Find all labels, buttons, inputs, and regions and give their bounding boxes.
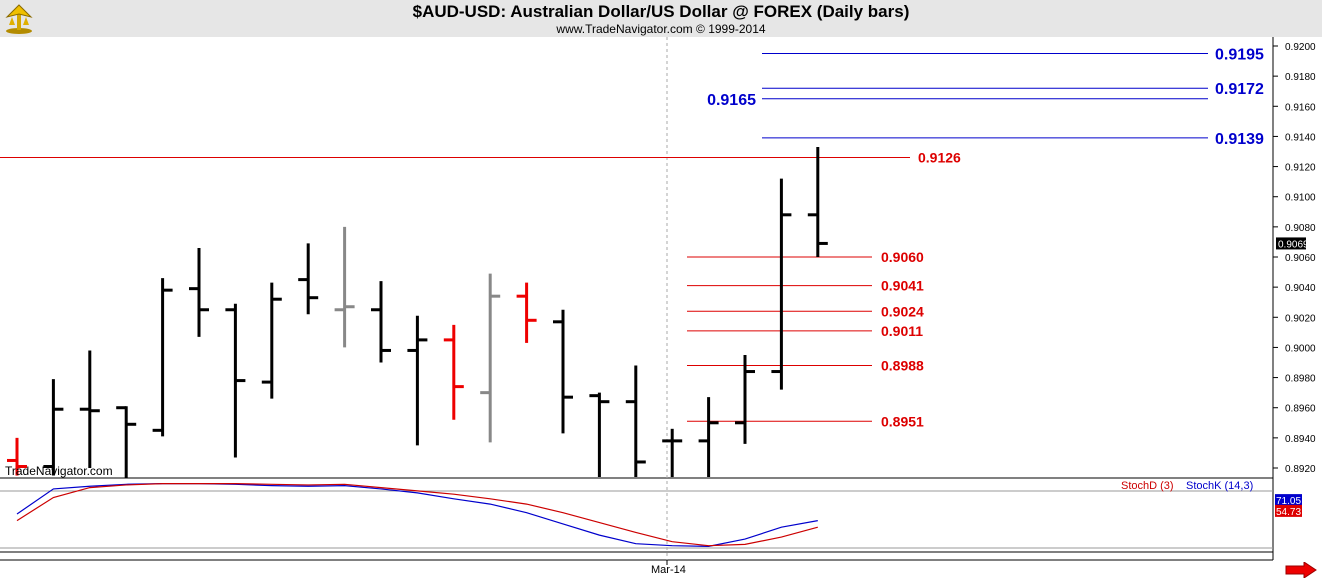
ohlc-bar <box>698 397 719 478</box>
ohlc-bar <box>371 281 391 363</box>
logo-icon <box>5 4 33 34</box>
ohlc-bar <box>152 278 173 437</box>
red-level-label: 0.8988 <box>881 358 924 374</box>
ohlc-bar <box>735 354 755 444</box>
ohlc-bar <box>189 247 209 337</box>
stoch-d-value: 54.73 <box>1276 507 1301 518</box>
watermark-text: TradeNavigator.com <box>5 464 113 478</box>
stochd-legend: StochD (3) <box>1121 480 1174 492</box>
y-tick-label: 0.9160 <box>1285 102 1316 113</box>
y-tick-label: 0.9180 <box>1285 72 1316 83</box>
ohlc-bar <box>261 282 282 399</box>
blue-level-label: 0.9139 <box>1215 131 1264 148</box>
ohlc-bar <box>480 273 501 443</box>
ohlc-bar <box>443 324 464 420</box>
ohlc-bar <box>589 392 610 478</box>
red-level-label: 0.9041 <box>881 278 924 294</box>
ohlc-bar <box>116 406 137 478</box>
ohlc-bar <box>43 379 64 476</box>
ohlc-bar <box>7 437 27 476</box>
blue-level-label: 0.9172 <box>1215 81 1264 98</box>
ohlc-bar <box>807 146 828 257</box>
y-tick-label: 0.9120 <box>1285 163 1316 174</box>
ohlc-bar <box>298 243 319 315</box>
stoch-k-value-box <box>1275 494 1302 507</box>
blue-level-label: 0.9195 <box>1215 47 1264 64</box>
ohlc-bar <box>334 226 355 348</box>
ohlc-bar <box>79 350 100 468</box>
y-tick-label: 0.9020 <box>1285 313 1316 324</box>
y-tick-label: 0.8920 <box>1285 464 1316 475</box>
y-tick-label: 0.8980 <box>1285 374 1316 385</box>
ohlc-bar <box>771 178 792 390</box>
stoch-k-line <box>16 483 818 547</box>
chart-header <box>0 0 1322 37</box>
y-tick-label: 0.9140 <box>1285 132 1316 143</box>
stoch-d-line <box>16 483 818 547</box>
red-level-label: 0.9011 <box>881 323 923 339</box>
red-level-label: 0.9024 <box>881 303 924 319</box>
y-tick-label: 0.9040 <box>1285 283 1316 294</box>
y-tick-label: 0.8940 <box>1285 434 1316 445</box>
ohlc-bar <box>225 303 246 458</box>
ohlc-bar <box>553 309 573 434</box>
stoch-d-value-box <box>1275 504 1302 517</box>
scroll-right-arrow-icon[interactable] <box>1284 562 1318 578</box>
y-tick-label: 0.8960 <box>1285 404 1316 415</box>
y-tick-label: 0.9200 <box>1285 42 1316 53</box>
red-level-label: 0.8951 <box>881 413 924 429</box>
y-tick-label: 0.9060 <box>1285 253 1316 264</box>
y-tick-label: 0.9100 <box>1285 193 1316 204</box>
ohlc-bar <box>407 315 428 446</box>
ohlc-bar <box>516 282 537 343</box>
copyright-text: www.TradeNavigator.com © 1999-2014 <box>556 22 766 36</box>
blue-level-label: 0.9165 <box>707 92 756 109</box>
red-level-label: 0.9126 <box>918 150 961 166</box>
ohlc-bar <box>625 365 646 478</box>
ohlc-bar <box>662 428 683 478</box>
stochk-legend: StochK (14,3) <box>1186 480 1253 492</box>
current-price-box <box>1276 237 1306 250</box>
stoch-k-value: 71.05 <box>1276 496 1301 507</box>
y-tick-label: 0.9080 <box>1285 223 1316 234</box>
chart-title: $AUD-USD: Australian Dollar/US Dollar @ … <box>412 2 910 21</box>
y-tick-label: 0.9000 <box>1285 343 1316 354</box>
x-axis-label: Mar-14 <box>651 564 686 576</box>
current-price-label: 0.9069 <box>1278 239 1309 250</box>
red-level-label: 0.9060 <box>881 249 924 265</box>
